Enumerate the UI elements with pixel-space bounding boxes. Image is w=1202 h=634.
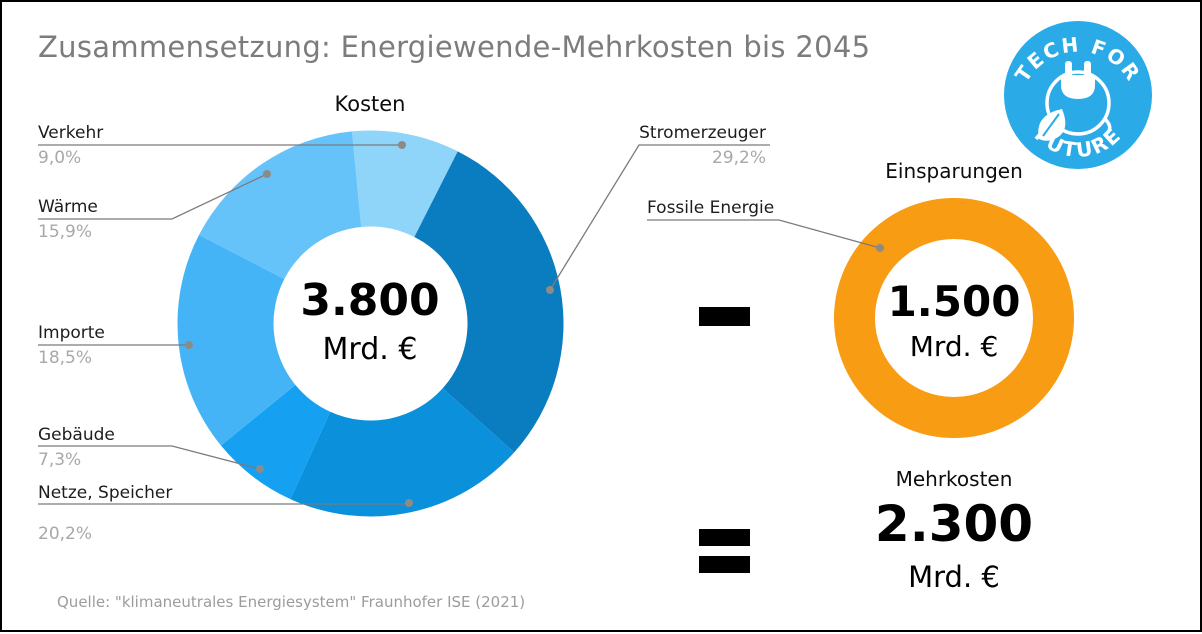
donut-segment-stromerzeuger: [414, 151, 564, 453]
savings-total-unit: Mrd. €: [909, 330, 999, 363]
pct-verkehr: 9,0%: [38, 148, 82, 168]
pct-gebaeude: 7,3%: [38, 450, 82, 470]
tech-for-future-logo: TECH FOR FUTURE: [1004, 21, 1152, 169]
donut-segment-importe: [177, 234, 296, 446]
leader-dot-waerme: [263, 170, 271, 178]
leader-dot-fossile: [876, 244, 884, 252]
label-stromerzeuger: Stromerzeuger: [639, 123, 766, 143]
label-waerme: Wärme: [38, 197, 98, 217]
savings-total-value: 1.500: [887, 277, 1021, 326]
costs-donut-chart: [177, 130, 564, 517]
pct-stromerzeuger: 29,2%: [711, 148, 766, 168]
result-value: 2.300: [874, 495, 1034, 553]
minus-operator: [699, 307, 750, 326]
leader-line-stromerzeuger: [549, 144, 770, 291]
label-verkehr: Verkehr: [38, 123, 104, 143]
costs-total-value: 3.800: [300, 275, 440, 326]
savings-chart-title: Einsparungen: [885, 159, 1023, 183]
donut-segment-w-rme: [199, 131, 362, 279]
plug-and-leaf-icon: [1038, 61, 1112, 141]
donut-segment-geb-ude: [220, 384, 331, 500]
pct-netze-speicher: 20,2%: [38, 524, 93, 544]
result-label: Mehrkosten: [895, 467, 1013, 491]
equals-operator-top-bar: [699, 529, 750, 546]
result-unit: Mrd. €: [908, 560, 1000, 594]
label-netze-speicher: Netze, Speicher: [38, 483, 173, 503]
leader-dots: [185, 141, 884, 507]
leader-dot-netze: [405, 499, 413, 507]
leader-line-waerme: [38, 173, 268, 220]
pct-importe: 18,5%: [38, 348, 93, 368]
label-fossile-energie: Fossile Energie: [647, 198, 775, 218]
label-gebaeude: Gebäude: [38, 425, 115, 445]
page-title: Zusammensetzung: Energiewende-Mehrkosten…: [38, 30, 871, 64]
leader-lines: [38, 144, 881, 505]
equals-operator-bottom-bar: [699, 556, 750, 573]
leader-dot-verkehr: [398, 141, 406, 149]
leader-dot-stromerzeuger: [546, 286, 554, 294]
leader-line-gebaeude: [38, 445, 261, 470]
leader-dot-importe: [185, 341, 193, 349]
leader-dot-gebaeude: [256, 465, 264, 473]
source-note: Quelle: "klimaneutrales Energiesystem" F…: [57, 593, 526, 611]
savings-donut-ring: [834, 198, 1074, 438]
donut-segment-netze-speicher: [290, 388, 515, 517]
donut-segment-verkehr: [352, 130, 458, 237]
label-importe: Importe: [38, 323, 105, 343]
costs-total-unit: Mrd. €: [322, 332, 418, 367]
costs-chart-title: Kosten: [334, 92, 406, 116]
leader-line-fossile: [647, 219, 881, 249]
pct-waerme: 15,9%: [38, 222, 93, 242]
